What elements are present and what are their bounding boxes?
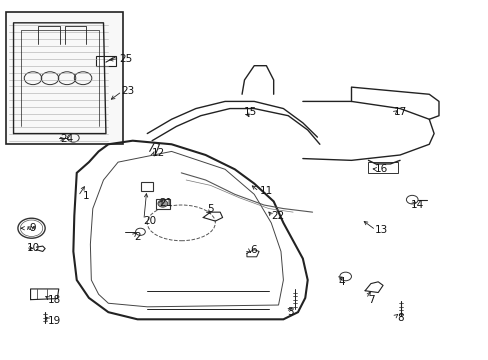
Text: 1: 1 bbox=[83, 191, 90, 201]
Text: 2: 2 bbox=[134, 232, 141, 242]
Text: 9: 9 bbox=[30, 223, 36, 233]
Text: KIA: KIA bbox=[27, 226, 36, 231]
Text: 14: 14 bbox=[409, 200, 423, 210]
Text: 7: 7 bbox=[368, 295, 374, 305]
Text: 11: 11 bbox=[259, 186, 272, 196]
Text: 24: 24 bbox=[61, 134, 74, 144]
Circle shape bbox=[158, 200, 167, 207]
Text: 6: 6 bbox=[249, 245, 256, 255]
Text: 19: 19 bbox=[48, 316, 61, 326]
Text: 21: 21 bbox=[159, 198, 172, 208]
Text: 13: 13 bbox=[374, 225, 387, 235]
Text: 4: 4 bbox=[338, 277, 345, 287]
Text: 8: 8 bbox=[396, 312, 403, 323]
FancyBboxPatch shape bbox=[156, 199, 169, 208]
Text: 25: 25 bbox=[119, 54, 132, 64]
Text: 22: 22 bbox=[270, 211, 284, 221]
Text: 16: 16 bbox=[374, 164, 387, 174]
FancyBboxPatch shape bbox=[368, 162, 397, 173]
Text: 20: 20 bbox=[143, 216, 156, 226]
FancyBboxPatch shape bbox=[96, 56, 116, 66]
Text: 17: 17 bbox=[393, 107, 406, 117]
Text: 10: 10 bbox=[26, 243, 40, 253]
Text: 5: 5 bbox=[207, 203, 213, 213]
Text: 23: 23 bbox=[121, 86, 134, 96]
Text: 3: 3 bbox=[287, 307, 293, 317]
Text: 15: 15 bbox=[244, 107, 257, 117]
FancyBboxPatch shape bbox=[141, 182, 153, 191]
Text: 12: 12 bbox=[151, 148, 164, 158]
Text: 18: 18 bbox=[48, 295, 61, 305]
FancyBboxPatch shape bbox=[6, 12, 122, 144]
